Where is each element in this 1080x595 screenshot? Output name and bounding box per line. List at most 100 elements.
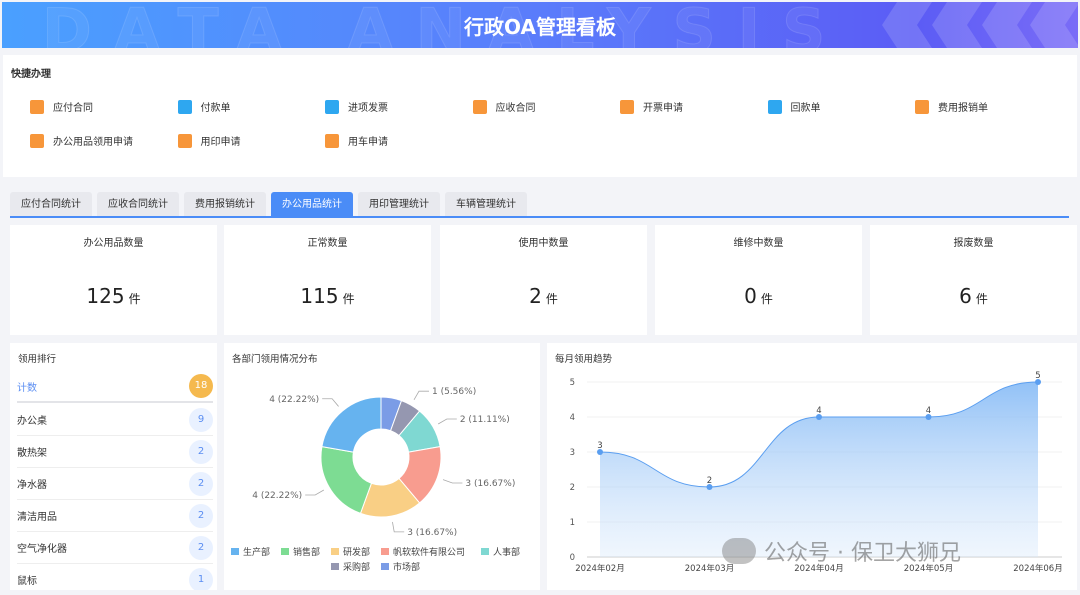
stat-number: 125 (86, 284, 125, 308)
tab-2[interactable]: 应收合同统计 (97, 192, 179, 217)
quick-action-3[interactable]: 进项发票 (325, 99, 388, 114)
quick-action-label: 付款单 (200, 103, 231, 114)
quick-action-4[interactable]: 应收合同 (472, 99, 536, 114)
stats-tabs: 应付合同统计 应收合同统计 费用报销统计 办公用品统计 用印管理统计 车辆管理统计 (10, 192, 527, 217)
stat-label: 使用中数量 (518, 238, 569, 249)
stat-unit: 件 (545, 292, 558, 306)
watermark-text: 公众号 · 保卫大狮兄 (764, 541, 961, 566)
trend-point[interactable] (597, 449, 603, 455)
ranking-row: 办公桌 9 (17, 404, 213, 436)
stat-number: 6 (959, 284, 972, 308)
pie-slice-7[interactable] (321, 396, 382, 453)
legend-label[interactable]: 销售部 (293, 546, 320, 558)
trend-data-label: 3 (597, 441, 602, 451)
stat-unit: 件 (975, 292, 988, 306)
dashboard-header: DATA ANALYSIS 行政OA管理看板 (2, 2, 1078, 48)
quick-action-label: 办公用品领用申请 (53, 137, 133, 148)
x-tick-label: 2024年05月 (904, 563, 953, 574)
legend-label[interactable]: 采购部 (343, 561, 370, 573)
ranking-count-badge: 1 (189, 567, 213, 590)
quick-action-9[interactable]: 用印申请 (177, 133, 241, 148)
stamp-icon (177, 133, 192, 148)
tag-icon (620, 99, 634, 114)
quick-action-label: 回款单 (790, 103, 821, 114)
y-tick-label: 2 (570, 483, 575, 493)
stat-card: 办公用品数量 125 件 (10, 225, 217, 335)
wechat-logo-icon (722, 538, 756, 564)
legend-swatch (381, 548, 389, 555)
ranking-name: 清洁用品 (17, 512, 57, 523)
pie-data-label: 4 (22.22%) (269, 395, 319, 405)
legend-label[interactable]: 研发部 (343, 546, 370, 558)
total-badge: 18 (189, 374, 213, 398)
trend-point[interactable] (706, 484, 713, 490)
trend-point[interactable] (816, 414, 822, 420)
quick-action-6[interactable]: 回款单 (767, 99, 821, 114)
stat-unit: 件 (760, 292, 773, 306)
org-chart-icon (30, 133, 44, 148)
legend-swatch (231, 548, 239, 555)
ranking-total-row: 计数 18 (17, 371, 213, 403)
trend-point[interactable] (1035, 379, 1041, 385)
legend-swatch (281, 548, 289, 555)
stat-label: 正常数量 (307, 238, 348, 249)
quick-action-10[interactable]: 用车申请 (325, 133, 388, 148)
ranking-name: 空气净化器 (17, 544, 67, 555)
pie-data-label: 3 (16.67%) (465, 479, 515, 489)
tab-4[interactable]: 办公用品统计 (271, 192, 353, 217)
quick-action-label: 应付合同 (53, 103, 93, 114)
y-tick-label: 5 (570, 378, 575, 388)
pie-label-line (442, 479, 463, 484)
legend-label[interactable]: 生产部 (243, 546, 270, 558)
watermark: 公众号 · 保卫大狮兄 (722, 535, 961, 567)
pie-data-label: 3 (16.67%) (407, 528, 457, 538)
ranking-panel: 领用排行 计数 18 办公桌 9 散热架 2 净水器 2 清洁用品 2 空气净化器 2 鼠标 1 (10, 343, 217, 590)
tab-6[interactable]: 车辆管理统计 (445, 192, 527, 217)
ranking-count-badge: 2 (189, 503, 213, 528)
pie-label-line (322, 398, 339, 407)
stat-number: 115 (300, 284, 339, 308)
stat-unit: 件 (128, 292, 141, 306)
stat-card: 维修中数量 0 件 (655, 225, 862, 335)
trend-data-label: 2 (707, 476, 712, 486)
pie-label-line (413, 390, 429, 401)
ranking-title: 领用排行 (18, 354, 57, 365)
trend-title: 每月领用趋势 (555, 354, 613, 365)
quick-actions-panel: 快捷办理 应付合同 付款单 进项发票 应收合同 开票申请 回款单 费用报销单办公用品领用申请… (3, 55, 1077, 177)
pie-slice-6[interactable] (320, 446, 373, 515)
wallet-icon (177, 99, 192, 114)
tab-5[interactable]: 用印管理统计 (358, 192, 440, 217)
quick-action-8[interactable]: 办公用品领用申请 (30, 133, 133, 148)
quick-action-2[interactable]: 付款单 (177, 99, 231, 114)
trend-data-label: 4 (926, 406, 931, 416)
legend-label[interactable]: 人事部 (493, 546, 520, 558)
legend-label[interactable]: 帆软软件有限公司 (393, 546, 465, 558)
legend-label[interactable]: 市场部 (393, 561, 420, 573)
quick-actions-title: 快捷办理 (11, 69, 51, 80)
quick-action-7[interactable]: 费用报销单 (915, 99, 988, 114)
department-pie-panel: 各部门领用情况分布 1 (5.56%) 2 (11.11%) 3 (16.67%) 3… (224, 343, 540, 590)
y-tick-label: 4 (570, 413, 575, 423)
stat-card: 使用中数量 2 件 (440, 225, 647, 335)
tab-underline (10, 216, 1069, 218)
trend-point[interactable] (925, 414, 932, 420)
total-label: 计数 (17, 382, 37, 394)
stat-number: 2 (529, 284, 542, 308)
y-tick-label: 1 (570, 518, 575, 528)
tab-3[interactable]: 费用报销统计 (184, 192, 266, 217)
legend-swatch (381, 563, 389, 570)
quick-action-1[interactable]: 应付合同 (30, 99, 93, 114)
quick-action-label: 开票申请 (643, 103, 683, 114)
ranking-count-badge: 2 (189, 471, 213, 496)
monthly-trend-chart: 0 1 2 3 4 5 3 2024年02月 2 2024年03月 4 2024年04月 4 2024年0… (570, 371, 1063, 574)
stat-label: 报废数量 (953, 238, 994, 249)
pie-label-line (437, 418, 457, 425)
page-title: 行政OA管理看板 (464, 15, 616, 39)
quick-action-label: 用印申请 (200, 137, 241, 148)
quick-action-5[interactable]: 开票申请 (620, 99, 683, 114)
tab-1[interactable]: 应付合同统计 (10, 192, 92, 217)
stat-number: 0 (744, 284, 757, 308)
